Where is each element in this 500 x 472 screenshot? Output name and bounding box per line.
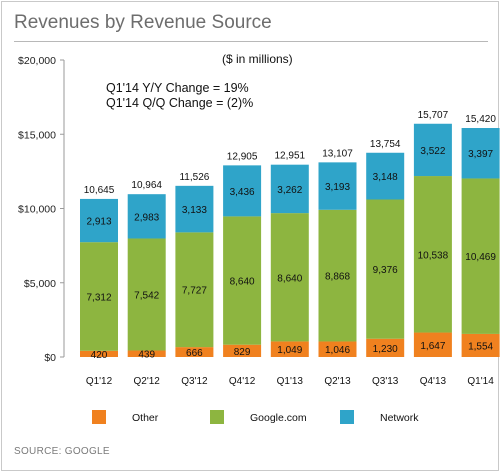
data-label-google: 8,640	[277, 273, 302, 284]
bar-segment-google	[318, 209, 357, 342]
qoq-annotation: Q1'14 Q/Q Change = (2)%	[106, 96, 253, 110]
chart-title: Revenues by Revenue Source	[14, 12, 272, 33]
title-divider	[14, 41, 488, 42]
y-tick-label: $10,000	[18, 204, 56, 216]
data-label-other: 1,647	[420, 341, 445, 352]
x-tick-label: Q1'12	[86, 376, 113, 387]
data-label-other: 1,554	[468, 341, 493, 352]
bar-segment-google	[366, 199, 405, 339]
bar-segment-network	[270, 164, 309, 214]
bar-segment-google	[175, 232, 214, 348]
data-label-google: 8,868	[325, 272, 350, 283]
bar-segment-network	[461, 128, 500, 179]
unit-note: ($ in millions)	[222, 52, 293, 66]
data-label-network: 3,397	[468, 149, 493, 160]
data-label-google: 7,727	[182, 286, 207, 297]
source-note: SOURCE: GOOGLE	[14, 446, 110, 457]
x-tick-label: Q2'13	[324, 376, 351, 387]
bar-segment-network	[223, 165, 262, 217]
bar-segment-other	[413, 332, 452, 357]
bar-segment-other	[127, 350, 166, 357]
legend-label-google: Google.com	[250, 412, 307, 424]
data-label-google: 10,538	[418, 250, 449, 261]
data-label-google: 8,640	[230, 277, 255, 288]
x-tick-label: Q3'13	[372, 376, 399, 387]
legend-swatch-google	[210, 410, 224, 424]
bar-segment-google	[270, 213, 309, 342]
total-label: 10,645	[84, 185, 115, 196]
total-label: 11,526	[179, 172, 209, 183]
bar-segment-google	[127, 238, 166, 351]
total-label: 10,964	[131, 180, 162, 191]
bar-segment-network	[175, 185, 214, 233]
data-label-network: 3,522	[420, 146, 445, 157]
legend-label-network: Network	[380, 412, 419, 424]
data-label-other: 1,046	[325, 345, 350, 356]
x-tick-label: Q4'12	[229, 376, 256, 387]
bar-segment-google	[223, 216, 262, 345]
legend-label-other: Other	[132, 412, 159, 424]
data-label-network: 3,193	[325, 182, 350, 193]
bar-segment-network	[366, 152, 405, 200]
x-tick-label: Q3'12	[181, 376, 208, 387]
legend-swatch-other	[92, 410, 106, 424]
bar-segment-other	[175, 347, 214, 357]
data-label-google: 7,542	[134, 290, 159, 301]
data-label-google: 9,376	[373, 265, 398, 276]
y-tick-label: $15,000	[18, 129, 56, 141]
y-tick-label: $20,000	[18, 55, 56, 67]
bar-segment-network	[318, 162, 357, 210]
total-label: 13,107	[322, 148, 353, 159]
x-tick-label: Q2'12	[134, 376, 161, 387]
total-label: 15,707	[418, 110, 449, 121]
data-label-network: 3,436	[230, 187, 255, 198]
data-label-other: 1,230	[373, 344, 398, 355]
total-label: 12,905	[227, 151, 258, 162]
bar-segment-other	[270, 341, 309, 357]
data-label-network: 2,983	[134, 212, 159, 223]
bar-segment-google	[80, 242, 118, 351]
x-tick-label: Q1'14	[467, 376, 494, 387]
data-label-other: 420	[91, 350, 108, 361]
bar-segment-google	[413, 176, 452, 333]
data-label-other: 829	[234, 347, 251, 358]
bar-segment-network	[127, 194, 166, 239]
data-label-google: 10,469	[465, 252, 496, 263]
y-tick-label: $0	[44, 352, 56, 364]
yoy-annotation: Q1'14 Y/Y Change = 19%	[106, 81, 249, 95]
data-label-other: 439	[138, 350, 155, 361]
total-label: 12,951	[275, 151, 306, 162]
x-tick-label: Q4'13	[420, 376, 447, 387]
bar-segment-network	[413, 123, 452, 177]
bar-segment-other	[223, 344, 262, 357]
data-label-network: 2,913	[86, 217, 111, 228]
total-label: 13,754	[370, 139, 401, 150]
data-label-network: 3,262	[277, 185, 302, 196]
bar-segment-network	[80, 198, 118, 243]
x-tick-label: Q1'13	[277, 376, 304, 387]
data-label-network: 3,148	[373, 172, 398, 183]
legend: Other Google.com Network	[92, 410, 419, 424]
data-label-other: 1,049	[277, 345, 302, 356]
bar-segment-other	[366, 338, 405, 357]
data-label-other: 666	[186, 348, 203, 359]
data-label-network: 3,133	[182, 205, 207, 216]
bar-segment-google	[461, 178, 500, 334]
total-label: 15,420	[465, 114, 496, 125]
bar-segment-other	[461, 333, 500, 357]
y-tick-label: $5,000	[24, 278, 56, 290]
legend-swatch-network	[340, 410, 354, 424]
bar-segment-other	[318, 341, 357, 357]
data-label-google: 7,312	[86, 292, 111, 303]
bar-segment-other	[80, 350, 118, 357]
